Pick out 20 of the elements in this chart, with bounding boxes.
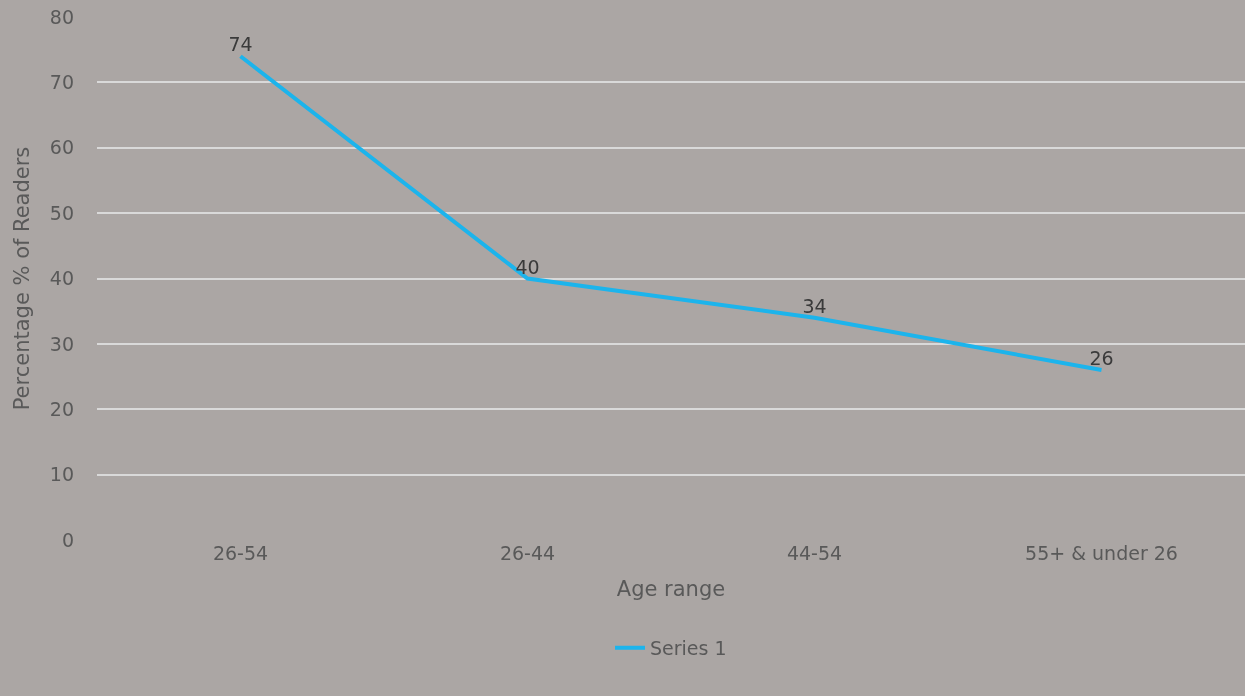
x-tick-label: 26-44 xyxy=(499,542,556,564)
data-label: 26 xyxy=(1089,347,1114,370)
data-label: 40 xyxy=(515,255,540,278)
y-tick-label: 10 xyxy=(49,463,74,486)
x-tick-label: 55+ & under 26 xyxy=(1025,542,1178,564)
y-tick-label: 20 xyxy=(49,397,74,420)
legend-label: Series 1 xyxy=(650,637,727,660)
x-axis-title: Age range xyxy=(616,577,726,602)
data-label: 74 xyxy=(228,33,253,56)
y-tick-label: 80 xyxy=(49,5,74,28)
y-tick-label: 50 xyxy=(49,201,74,224)
y-tick-label: 60 xyxy=(49,136,74,159)
x-tick-label: 26-54 xyxy=(212,542,269,564)
y-tick-label: 40 xyxy=(49,267,74,290)
y-tick-label: 0 xyxy=(61,528,74,551)
y-tick-label: 70 xyxy=(49,71,74,94)
data-label: 34 xyxy=(802,294,827,317)
y-axis-title: Percentage % of Readers xyxy=(9,146,34,411)
x-tick-label: 44-54 xyxy=(786,542,843,564)
y-tick-label: 30 xyxy=(49,332,74,355)
